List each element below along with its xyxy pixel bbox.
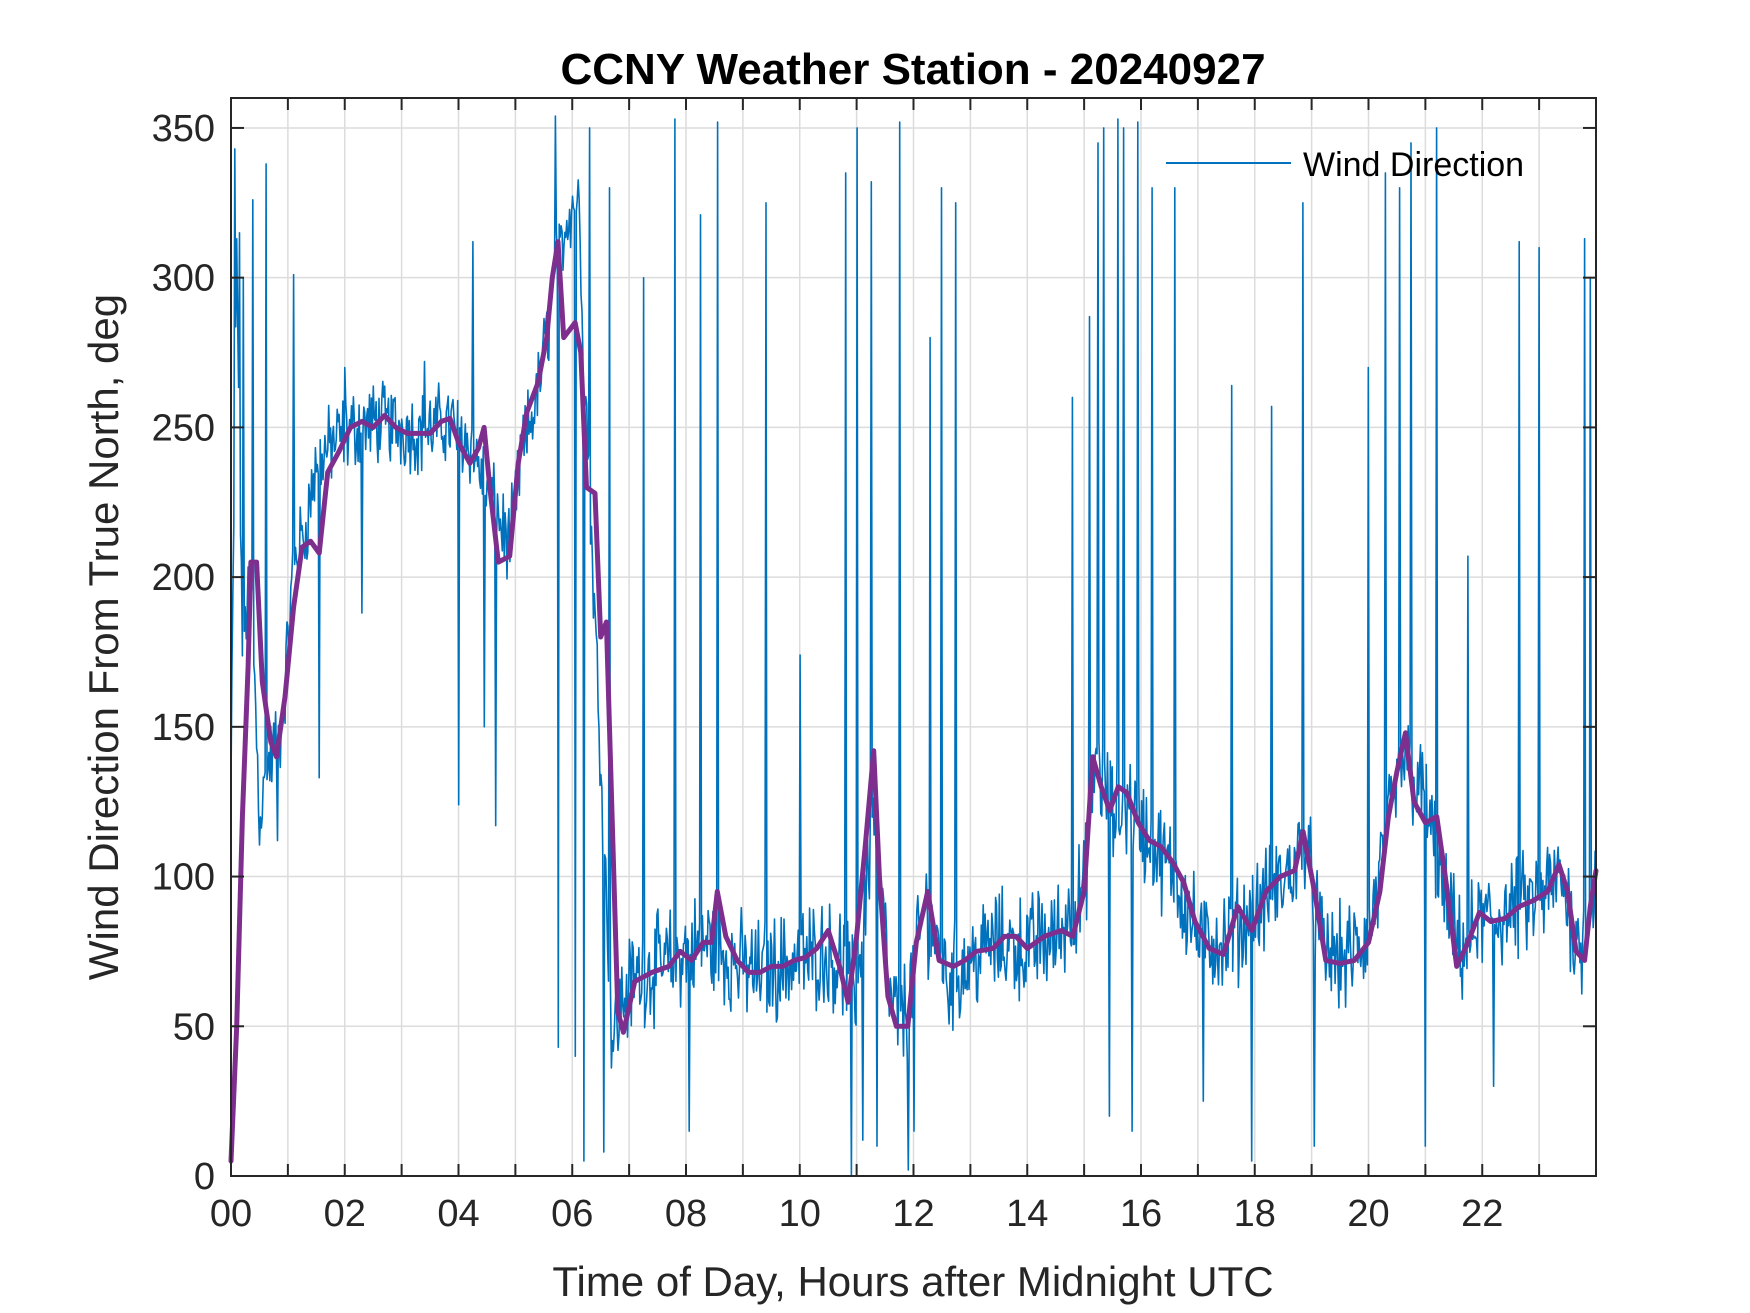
y-tick-label: 300 — [152, 258, 215, 300]
chart-title: CCNY Weather Station - 20240927 — [560, 45, 1265, 94]
x-tick-label: 06 — [551, 1193, 593, 1235]
x-tick-label: 14 — [1006, 1193, 1048, 1235]
tick-labels: 00 02 04 06 08 10 12 14 16 18 20 22 0 50 100 150 200 250 3… — [152, 108, 1504, 1235]
y-tick-label: 100 — [152, 857, 215, 899]
y-tick-label: 250 — [152, 407, 215, 449]
y-tick-label: 50 — [173, 1006, 215, 1048]
x-tick-label: 10 — [779, 1193, 821, 1235]
series-line-wind-direction — [230, 115, 1597, 1177]
legend: Wind Direction — [1166, 146, 1524, 184]
x-tick-label: 20 — [1347, 1193, 1389, 1235]
x-tick-label: 04 — [437, 1193, 479, 1235]
x-tick-label: 00 — [210, 1193, 252, 1235]
y-tick-label: 350 — [152, 108, 215, 150]
y-axis-label: Wind Direction From True North, deg — [80, 294, 127, 980]
x-tick-label: 02 — [324, 1193, 366, 1235]
y-tick-label: 150 — [152, 707, 215, 749]
x-tick-label: 22 — [1461, 1193, 1503, 1235]
series-layer — [228, 115, 1599, 1177]
x-axis-label: Time of Day, Hours after Midnight UTC — [552, 1258, 1273, 1305]
legend-label-wind-direction: Wind Direction — [1303, 146, 1524, 184]
x-tick-label: 18 — [1234, 1193, 1276, 1235]
series-line-smoothed — [228, 239, 1599, 1164]
x-tick-label: 08 — [665, 1193, 707, 1235]
grid-lines — [231, 98, 1596, 1176]
axes-box — [230, 97, 1597, 1177]
x-tick-label: 16 — [1120, 1193, 1162, 1235]
y-tick-label: 0 — [194, 1156, 215, 1198]
y-tick-label: 200 — [152, 557, 215, 599]
x-tick-label: 12 — [892, 1193, 934, 1235]
